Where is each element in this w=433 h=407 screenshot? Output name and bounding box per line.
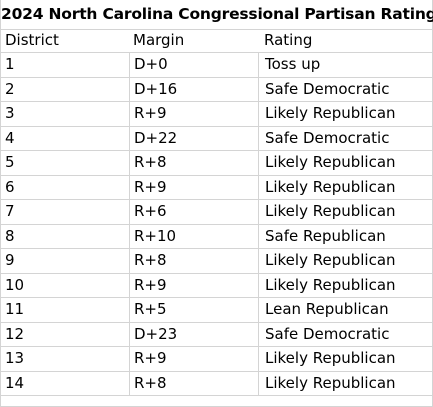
margin-cell[interactable]: R+5 xyxy=(129,298,258,322)
table-row: 12 D+23 Safe Democratic xyxy=(1,322,432,347)
table-row: 5 R+8 Likely Republican xyxy=(1,151,432,176)
district-cell[interactable]: 13 xyxy=(5,349,25,367)
margin-cell[interactable]: R+8 xyxy=(129,151,258,175)
margin-cell[interactable]: R+10 xyxy=(129,224,258,248)
table-row: 6 R+9 Likely Republican xyxy=(1,175,432,200)
table-row: 8 R+10 Safe Republican xyxy=(1,224,432,249)
district-cell[interactable]: 4 xyxy=(5,128,15,147)
table-row: 11 R+5 Lean Republican xyxy=(1,298,432,323)
margin-cell[interactable]: R+8 xyxy=(129,371,258,395)
rating-cell[interactable]: Toss up xyxy=(258,53,432,77)
header-row: District Margin Rating xyxy=(1,29,432,53)
district-cell[interactable]: 10 xyxy=(5,275,25,294)
table-title[interactable]: 2024 North Carolina Congressional Partis… xyxy=(1,0,433,30)
table-row: 13 R+9 Likely Republican xyxy=(1,347,432,372)
table-row: 14 R+8 Likely Republican xyxy=(1,371,432,396)
table-body: 1 D+0 Toss up 2 D+16 Safe Democratic 3 R+9 Likel… xyxy=(1,53,432,396)
header-margin[interactable]: Margin xyxy=(133,31,185,49)
margin-cell[interactable]: D+23 xyxy=(129,322,258,346)
margin-cell[interactable]: D+22 xyxy=(129,126,258,150)
table-row: 1 D+0 Toss up xyxy=(1,53,432,78)
table-row: 3 R+9 Likely Republican xyxy=(1,102,432,127)
table-row: 9 R+8 Likely Republican xyxy=(1,249,432,274)
rating-cell[interactable]: Safe Democratic xyxy=(258,126,432,150)
rating-cell[interactable]: Likely Republican xyxy=(258,175,432,199)
rating-cell[interactable]: Likely Republican xyxy=(258,151,432,175)
margin-cell[interactable]: D+0 xyxy=(129,53,258,77)
rating-cell[interactable]: Safe Republican xyxy=(258,224,432,248)
table-row: 2 D+16 Safe Democratic xyxy=(1,77,432,102)
margin-cell[interactable]: R+9 xyxy=(129,273,258,297)
district-cell[interactable]: 5 xyxy=(5,153,15,171)
header-rating[interactable]: Rating xyxy=(264,31,313,49)
table-row: 7 R+6 Likely Republican xyxy=(1,200,432,225)
margin-cell[interactable]: R+9 xyxy=(129,175,258,199)
rating-cell[interactable]: Safe Democratic xyxy=(258,77,432,101)
rating-cell[interactable]: Likely Republican xyxy=(258,102,432,126)
district-cell[interactable]: 11 xyxy=(5,300,25,318)
margin-cell[interactable]: R+9 xyxy=(129,102,258,126)
rating-cell[interactable]: Safe Democratic xyxy=(258,322,432,346)
district-cell[interactable]: 7 xyxy=(5,202,15,220)
district-cell[interactable]: 6 xyxy=(5,177,15,196)
rating-cell[interactable]: Likely Republican xyxy=(258,273,432,297)
rating-cell[interactable]: Likely Republican xyxy=(258,347,432,371)
rating-cell[interactable]: Lean Republican xyxy=(258,298,432,322)
district-cell[interactable]: 14 xyxy=(5,373,25,392)
rating-cell[interactable]: Likely Republican xyxy=(258,249,432,273)
district-cell[interactable]: 9 xyxy=(5,251,15,269)
district-cell[interactable]: 2 xyxy=(5,79,15,98)
rating-cell[interactable]: Likely Republican xyxy=(258,200,432,224)
margin-cell[interactable]: R+8 xyxy=(129,249,258,273)
table-grid: District Margin Rating 1 D+0 Toss up 2 D+16 S… xyxy=(1,29,432,396)
table-row: 10 R+9 Likely Republican xyxy=(1,273,432,298)
district-cell[interactable]: 12 xyxy=(5,324,25,343)
district-cell[interactable]: 1 xyxy=(5,55,15,73)
district-cell[interactable]: 3 xyxy=(5,104,15,122)
margin-cell[interactable]: D+16 xyxy=(129,77,258,101)
rating-cell[interactable]: Likely Republican xyxy=(258,371,432,395)
header-district[interactable]: District xyxy=(5,31,59,49)
margin-cell[interactable]: R+9 xyxy=(129,347,258,371)
district-cell[interactable]: 8 xyxy=(5,226,15,245)
margin-cell[interactable]: R+6 xyxy=(129,200,258,224)
table-row: 4 D+22 Safe Democratic xyxy=(1,126,432,151)
